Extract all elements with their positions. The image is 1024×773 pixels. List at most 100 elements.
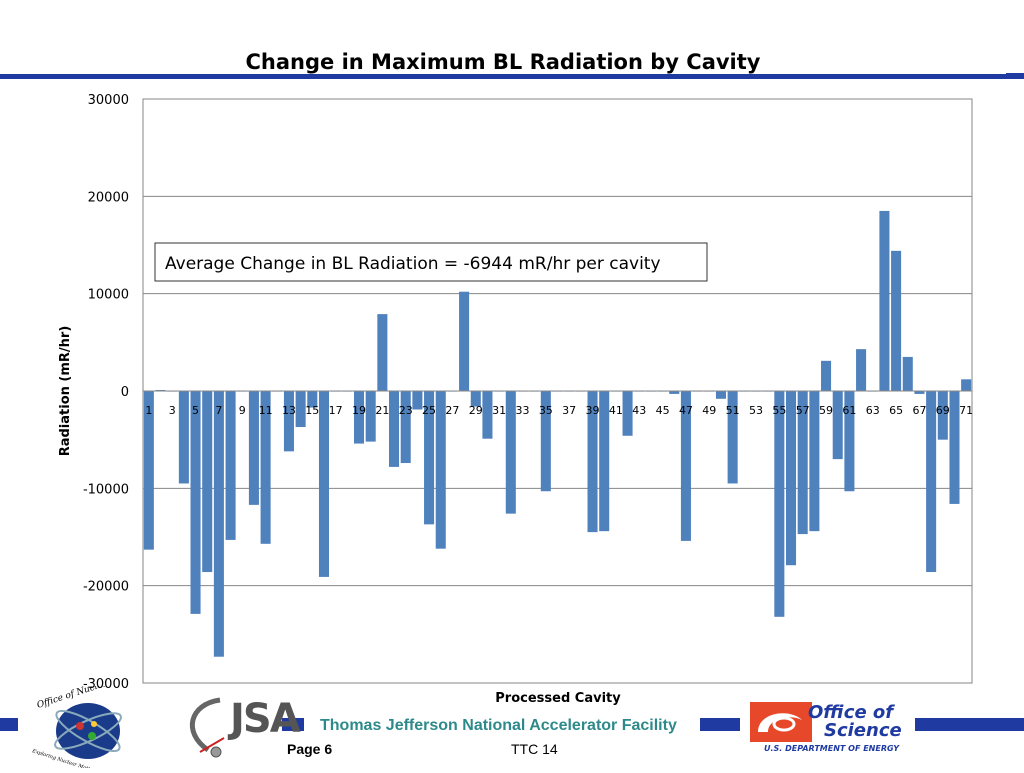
doe-logo-line3: U.S. DEPARTMENT OF ENERGY <box>764 744 900 753</box>
bar-cavity-26 <box>435 391 446 549</box>
bar-cavity-65 <box>891 250 902 391</box>
x-tick-label: 9 <box>239 404 246 417</box>
footer-conference: TTC 14 <box>511 741 558 757</box>
x-tick-label: 35 <box>539 404 553 417</box>
bar-cavity-59 <box>821 360 832 391</box>
y-tick-label: 20000 <box>88 190 129 205</box>
bar-cavity-68 <box>926 391 937 573</box>
doe-office-of-science-logo: Office of Science U.S. DEPARTMENT OF ENE… <box>748 700 918 762</box>
x-axis-label: Processed Cavity <box>495 691 621 706</box>
bar-cavity-5 <box>190 391 201 614</box>
y-tick-label: 30000 <box>88 93 129 108</box>
footer-page-number: Page 6 <box>287 741 333 757</box>
bar-cavity-7 <box>213 391 224 657</box>
bar-cavity-62 <box>856 349 867 391</box>
x-tick-label: 3 <box>169 404 176 417</box>
bar-cavity-40 <box>599 391 610 532</box>
bottom-band-left <box>0 718 18 731</box>
bar-cavity-15 <box>307 391 318 408</box>
bar-cavity-46 <box>669 391 680 394</box>
bar-cavity-47 <box>680 391 691 541</box>
y-tick-label: -10000 <box>83 482 129 497</box>
x-tick-label: 53 <box>749 404 763 417</box>
x-tick-label: 11 <box>259 404 273 417</box>
y-tick-label: 0 <box>121 385 129 400</box>
x-tick-label: 27 <box>445 404 459 417</box>
x-tick-label: 19 <box>352 404 366 417</box>
x-tick-label: 61 <box>842 404 856 417</box>
bar-cavity-23 <box>400 391 411 464</box>
bar-cavity-30 <box>482 391 493 439</box>
doe-logo-line2: Science <box>824 720 902 741</box>
jsa-logo-text: JSA <box>230 696 301 742</box>
bar-cavity-10 <box>248 391 259 505</box>
y-axis-ticks: 30000 20000 10000 0 -10000 -20000 -30000 <box>83 93 129 692</box>
x-tick-label: 25 <box>422 404 436 417</box>
chart-title: Change in Maximum BL Radiation by Cavity <box>239 50 767 74</box>
x-tick-label: 69 <box>936 404 950 417</box>
y-axis-label: Radiation (mR/hr) <box>58 326 73 457</box>
x-tick-label: 33 <box>515 404 529 417</box>
y-tick-label: 10000 <box>88 288 129 303</box>
x-tick-label: 29 <box>469 404 483 417</box>
jsa-logo: JSA <box>180 692 301 762</box>
x-tick-label: 41 <box>609 404 623 417</box>
bar-cavity-1 <box>143 391 154 550</box>
x-tick-label: 23 <box>399 404 413 417</box>
bar-cavity-64 <box>879 210 890 391</box>
x-tick-label: 13 <box>282 404 296 417</box>
bar-cavity-13 <box>283 391 294 452</box>
bar-cavity-51 <box>727 391 738 484</box>
bar-cavity-55 <box>774 391 785 617</box>
x-tick-label: 49 <box>702 404 716 417</box>
bar-cavity-57 <box>797 391 808 535</box>
x-tick-label: 39 <box>586 404 600 417</box>
bar-cavity-6 <box>202 391 213 573</box>
y-tick-label: -30000 <box>83 677 129 692</box>
bar-cavity-69 <box>937 391 948 440</box>
chart-title-wrap: Change in Maximum BL Radiation by Cavity <box>0 50 1006 74</box>
bar-cavity-50 <box>715 391 726 399</box>
bar-cavity-29 <box>470 391 481 407</box>
x-tick-label: 59 <box>819 404 833 417</box>
bottom-band-mid <box>282 718 304 731</box>
bar-cavity-70 <box>949 391 960 504</box>
bars <box>143 210 972 657</box>
bottom-band-end <box>915 718 1024 731</box>
x-axis-ticks: 1 3 5 7 9 11 13 15 17 19 21 23 25 27 29 31 33 35 37 39 41 43 4… <box>145 404 973 417</box>
bar-cavity-71 <box>961 379 972 391</box>
x-tick-label: 67 <box>912 404 926 417</box>
bar-cavity-8 <box>225 391 236 540</box>
bar-cavity-16 <box>318 391 329 577</box>
x-tick-label: 7 <box>215 404 222 417</box>
x-tick-label: 45 <box>656 404 670 417</box>
bar-cavity-56 <box>786 391 797 566</box>
bar-cavity-58 <box>809 391 820 532</box>
x-tick-label: 65 <box>889 404 903 417</box>
x-tick-label: 71 <box>959 404 973 417</box>
bar-cavity-14 <box>295 391 306 428</box>
bar-cavity-24 <box>412 391 423 410</box>
bar-cavity-60 <box>832 391 843 460</box>
bar-cavity-66 <box>902 356 913 391</box>
footer-organization: Thomas Jefferson National Accelerator Fa… <box>320 717 677 734</box>
bar-cavity-67 <box>914 391 925 394</box>
x-tick-label: 21 <box>375 404 389 417</box>
x-tick-label: 15 <box>305 404 319 417</box>
x-tick-label: 57 <box>796 404 810 417</box>
bar-cavity-21 <box>377 314 388 391</box>
x-tick-label: 55 <box>772 404 786 417</box>
y-tick-label: -20000 <box>83 580 129 595</box>
x-tick-label: 5 <box>192 404 199 417</box>
annotation-text: Average Change in BL Radiation = -6944 m… <box>165 254 661 274</box>
bar-cavity-61 <box>844 391 855 492</box>
bar-cavity-4 <box>178 391 189 484</box>
x-tick-label: 1 <box>145 404 152 417</box>
x-tick-label: 47 <box>679 404 693 417</box>
x-tick-label: 37 <box>562 404 576 417</box>
bar-cavity-32 <box>505 391 516 514</box>
nuclear-physics-logo: Office of Nuclear Physics Exploring Nucl… <box>30 666 150 773</box>
x-tick-label: 63 <box>866 404 880 417</box>
bar-cavity-19 <box>353 391 365 444</box>
